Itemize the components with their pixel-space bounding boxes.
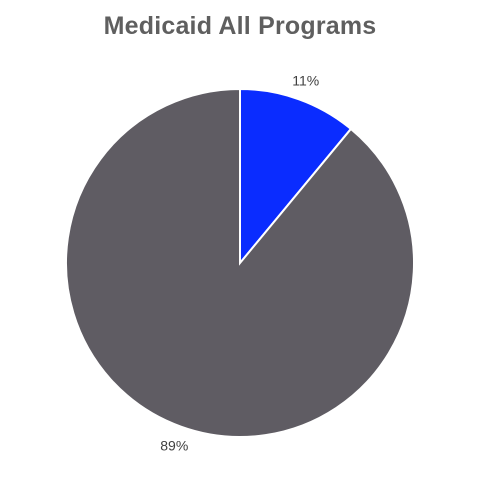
pie-slice-2 (65, 87, 415, 438)
pie-slices (65, 87, 415, 438)
pie-slice-1 (239, 87, 353, 266)
chart-title: Medicaid All Programs (103, 12, 377, 40)
slice-label-1: 11% (292, 72, 319, 88)
pie-labels: 11% 89% (160, 72, 319, 453)
slice-label-2: 89% (160, 438, 188, 454)
